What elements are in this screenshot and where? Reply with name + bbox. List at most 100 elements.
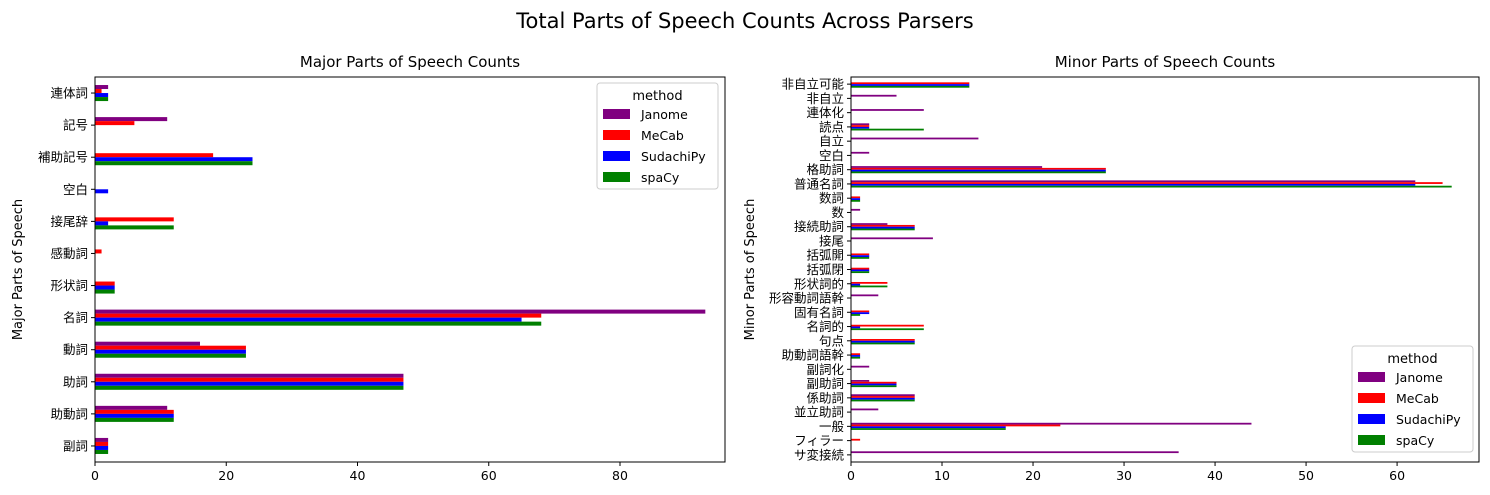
minor-chart-title: Minor Parts of Speech Counts — [1055, 53, 1276, 71]
figure-title: Total Parts of Speech Counts Across Pars… — [515, 9, 974, 33]
minor-y-tick-label: 格助詞 — [806, 162, 844, 177]
bar-minor-janome-5 — [851, 380, 870, 382]
bar-major-spacy-4 — [95, 321, 542, 326]
legend-swatch-janome — [1358, 372, 1385, 382]
major-y-tick-label: 動詞 — [63, 342, 88, 357]
bar-minor-spacy-10 — [851, 314, 861, 316]
bar-minor-janome-6 — [851, 365, 870, 368]
bar-minor-sudachipy-10 — [851, 312, 870, 315]
bar-major-janome-0 — [95, 437, 109, 442]
bar-major-sudachipy-7 — [95, 221, 109, 226]
bar-major-sudachipy-8 — [95, 189, 109, 194]
legend-label-janome: Janome — [640, 107, 688, 122]
bar-minor-sudachipy-2 — [851, 426, 1006, 429]
bar-minor-spacy-4 — [851, 399, 915, 402]
minor-y-axis-label: Minor Parts of Speech — [743, 199, 758, 341]
bar-minor-spacy-14 — [851, 257, 870, 259]
bar-major-spacy-3 — [95, 353, 246, 358]
bar-minor-mecab-26 — [851, 82, 970, 85]
bar-minor-sudachipy-16 — [851, 226, 915, 229]
bar-major-janome-4 — [95, 309, 706, 314]
bar-minor-sudachipy-20 — [851, 169, 1106, 172]
bar-major-mecab-4 — [95, 313, 542, 318]
bar-minor-mecab-13 — [851, 267, 870, 270]
major-y-tick-label: 空白 — [63, 182, 88, 197]
bar-major-janome-11 — [95, 85, 109, 90]
legend-swatch-spacy — [603, 172, 630, 182]
major-y-tick-label: 接尾辞 — [50, 214, 88, 229]
major-y-tick-label: 形状詞 — [50, 278, 88, 293]
minor-y-tick-label: 形容動詞語幹 — [769, 291, 845, 306]
minor-y-tick-label: 自立 — [819, 134, 844, 149]
legend-swatch-sudachipy — [1358, 414, 1385, 424]
bar-minor-sudachipy-9 — [851, 326, 861, 329]
minor-legend: method Janome MeCab SudachiPy spaCy — [1351, 345, 1474, 453]
bar-major-spacy-11 — [95, 97, 109, 102]
bar-minor-janome-11 — [851, 294, 879, 297]
legend-label-janome: Janome — [1395, 370, 1443, 385]
legend-label-mecab: MeCab — [641, 128, 684, 143]
minor-y-tick-label: 形状詞的 — [794, 276, 844, 291]
legend-swatch-mecab — [603, 130, 630, 140]
bar-minor-mecab-7 — [851, 353, 861, 356]
bar-minor-janome-22 — [851, 137, 979, 140]
minor-y-tick-label: 非自立 — [806, 91, 844, 106]
bar-major-sudachipy-1 — [95, 413, 174, 418]
major-x-tick-label: 20 — [218, 468, 234, 483]
bar-major-spacy-2 — [95, 385, 404, 390]
bar-major-sudachipy-4 — [95, 317, 522, 322]
bar-minor-spacy-9 — [851, 328, 924, 331]
bar-minor-mecab-16 — [851, 224, 915, 227]
bar-major-mecab-6 — [95, 249, 102, 254]
bar-minor-janome-20 — [851, 166, 1043, 168]
minor-y-tick-label: 副詞化 — [806, 362, 844, 377]
bar-minor-spacy-16 — [851, 228, 915, 231]
bar-minor-janome-19 — [851, 180, 1416, 183]
bar-minor-mecab-19 — [851, 182, 1443, 184]
major-x-tick-label: 60 — [481, 468, 497, 483]
minor-y-tick-label: 数 — [831, 205, 844, 220]
minor-y-tick-label: 助動詞語幹 — [781, 348, 844, 363]
bar-minor-sudachipy-19 — [851, 183, 1416, 186]
legend-label-sudachipy: SudachiPy — [641, 149, 706, 164]
major-x-tick-label: 40 — [350, 468, 366, 483]
minor-y-tick-label: 副助詞 — [806, 376, 844, 391]
bar-minor-spacy-2 — [851, 428, 1006, 430]
major-y-tick-label: 連体詞 — [50, 86, 88, 101]
bar-minor-janome-0 — [851, 451, 1179, 454]
minor-y-tick-label: 読点 — [819, 119, 844, 134]
bar-minor-janome-4 — [851, 394, 915, 397]
bar-major-spacy-5 — [95, 289, 115, 294]
legend-swatch-janome — [603, 109, 630, 119]
bar-minor-sudachipy-23 — [851, 126, 870, 129]
minor-plot-frame — [850, 76, 1480, 463]
bar-major-mecab-1 — [95, 409, 174, 414]
bar-minor-mecab-2 — [851, 424, 1061, 427]
bar-minor-spacy-12 — [851, 285, 888, 288]
bar-major-mecab-10 — [95, 121, 135, 126]
legend-label-sudachipy: SudachiPy — [1396, 412, 1461, 427]
legend-label-spacy: spaCy — [1396, 433, 1435, 448]
bar-minor-janome-25 — [851, 94, 897, 97]
bar-minor-mecab-18 — [851, 196, 861, 199]
legend-swatch-spacy — [1358, 435, 1385, 445]
legend-swatch-sudachipy — [603, 151, 630, 161]
bar-minor-janome-2 — [851, 422, 1252, 425]
bar-major-sudachipy-11 — [95, 93, 109, 98]
bar-minor-sudachipy-13 — [851, 269, 870, 272]
minor-y-tick-label: 数詞 — [819, 191, 844, 206]
minor-x-tick-label: 60 — [1389, 468, 1405, 483]
bar-minor-sudachipy-8 — [851, 340, 915, 343]
bar-major-sudachipy-2 — [95, 381, 404, 386]
minor-y-tick-label: 句点 — [819, 333, 844, 348]
minor-y-tick-label: 括弧閉 — [806, 262, 844, 277]
bar-minor-spacy-18 — [851, 199, 861, 202]
major-legend-title: method — [632, 89, 682, 104]
minor-legend-title: method — [1387, 352, 1437, 367]
bar-minor-mecab-23 — [851, 125, 870, 127]
bar-minor-janome-3 — [851, 408, 879, 411]
major-x-tick-label: 0 — [91, 468, 99, 483]
bar-major-spacy-7 — [95, 225, 174, 230]
minor-y-tick-label: フィラー — [794, 433, 844, 448]
